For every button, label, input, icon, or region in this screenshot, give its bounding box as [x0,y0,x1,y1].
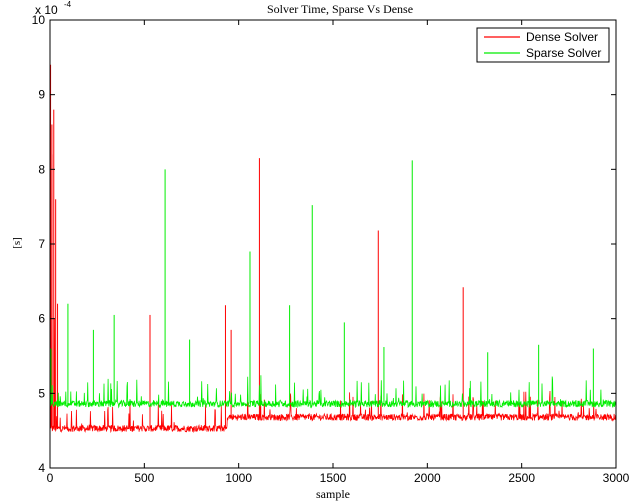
y-exponent-power: -4 [64,0,72,9]
y-tick-label: 8 [38,162,45,176]
plot-frame [49,19,617,469]
legend: Dense Solver Sparse Solver [476,27,610,63]
x-tick-label: 1500 [320,471,347,485]
x-tick-label: 1000 [225,471,252,485]
x-tick-label: 2500 [508,471,535,485]
y-tick-label: 7 [38,237,45,251]
legend-label-sparse: Sparse Solver [526,46,601,60]
y-exponent-label: x 10 [35,3,58,17]
y-tick-label: 4 [38,461,45,475]
series-line-sparse [49,375,617,409]
x-tick-label: 500 [134,471,154,485]
legend-label-dense: Dense Solver [526,30,598,44]
series-sparse [49,160,617,409]
ticks-layer: 0 500 1000 1500 2000 2500 3000 4 5 6 7 8 9 10 [32,13,630,485]
legend-box [476,27,610,63]
y-tick-label: 5 [38,386,45,400]
y-axis-label: [s] [11,237,23,249]
x-tick-label: 0 [47,471,54,485]
x-tick-label: 3000 [603,471,630,485]
y-tick-label: 6 [38,312,45,326]
series-layer [49,64,617,434]
y-tick-label: 10 [32,13,46,27]
x-tick-label: 2000 [414,471,441,485]
series-dense [49,64,617,434]
series-line-dense [49,94,617,434]
y-tick-label: 9 [38,88,45,102]
chart-title: Solver Time, Sparse Vs Dense [267,2,413,16]
x-axis-label: sample [316,487,350,501]
